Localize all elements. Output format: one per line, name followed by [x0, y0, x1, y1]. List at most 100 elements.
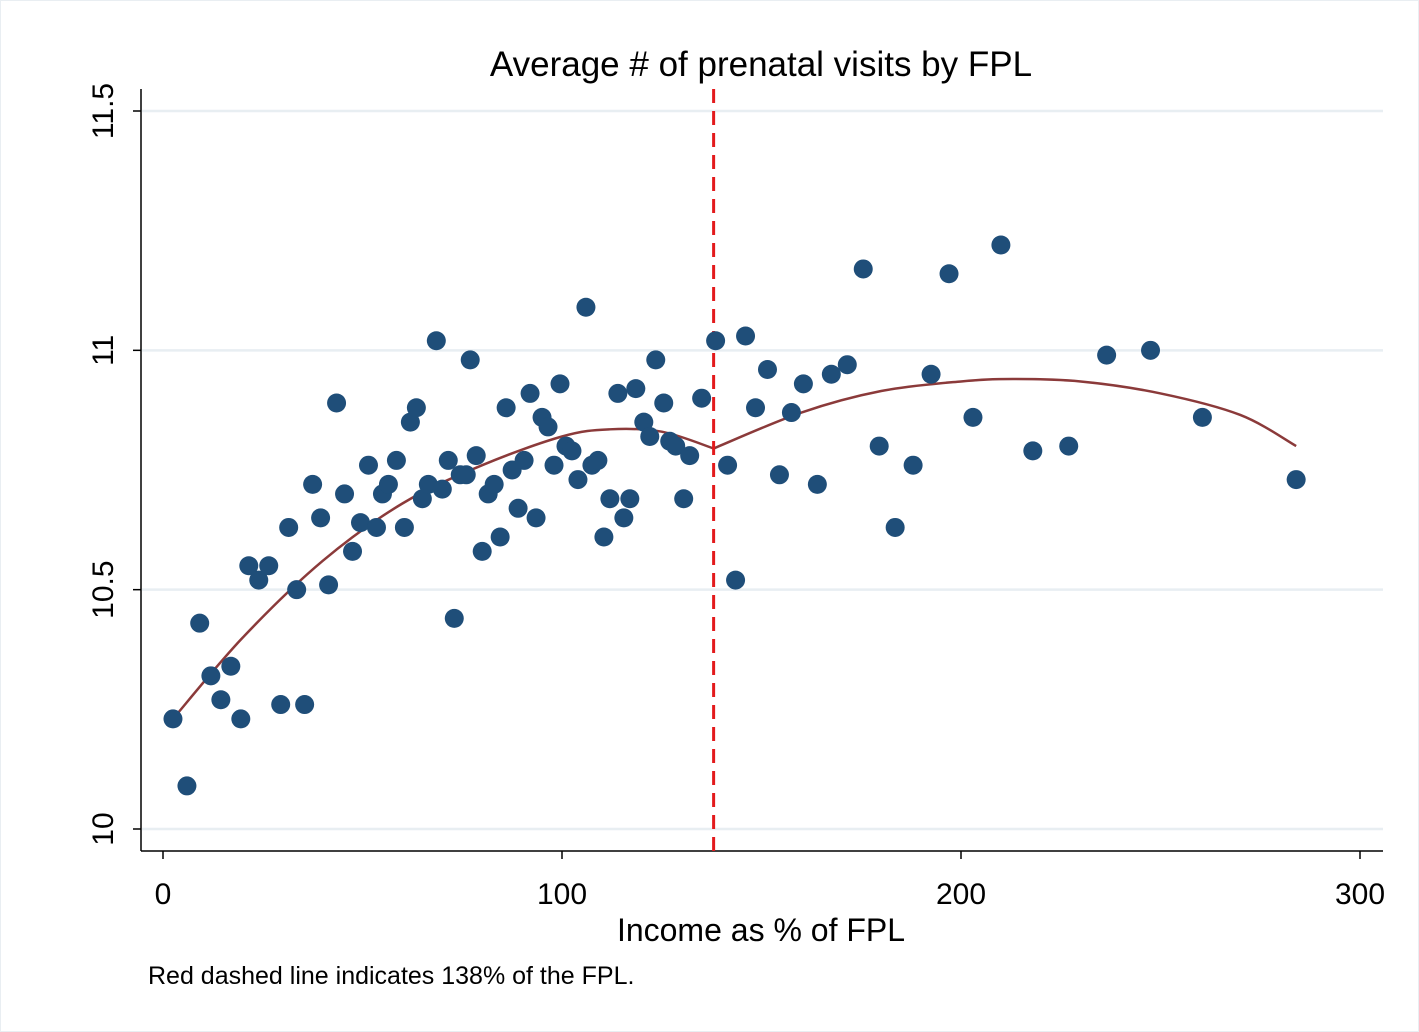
data-point — [538, 417, 558, 437]
axes — [140, 89, 1383, 852]
data-point — [1059, 436, 1079, 456]
data-point — [674, 489, 694, 509]
x-tick-label: 300 — [1335, 878, 1385, 911]
data-point — [400, 412, 420, 432]
x-tick-label: 200 — [936, 878, 986, 911]
data-points — [163, 235, 1306, 796]
data-point — [1286, 470, 1306, 490]
data-point — [211, 690, 231, 710]
data-point — [666, 436, 686, 456]
data-point — [939, 264, 959, 284]
data-point — [335, 484, 355, 504]
data-point — [514, 450, 534, 470]
data-point — [239, 556, 259, 576]
data-point — [271, 695, 291, 715]
data-point — [466, 446, 486, 466]
y-tick-label: 11.5 — [87, 83, 120, 139]
data-point — [460, 350, 480, 370]
data-point — [303, 474, 323, 494]
data-point — [319, 575, 339, 595]
data-point — [1141, 340, 1161, 360]
data-point — [588, 450, 608, 470]
data-point — [1097, 345, 1117, 365]
data-point — [640, 426, 660, 446]
data-point — [386, 450, 406, 470]
y-tick-label: 10.5 — [87, 560, 120, 618]
data-point — [343, 541, 363, 561]
x-tick-label: 0 — [155, 878, 172, 911]
data-point — [279, 517, 299, 537]
data-point — [869, 436, 889, 456]
x-tick-label: 100 — [537, 878, 587, 911]
data-point — [295, 695, 315, 715]
data-point — [793, 374, 813, 394]
data-point — [456, 465, 476, 485]
data-point — [562, 441, 582, 461]
data-point — [614, 508, 634, 528]
data-point — [991, 235, 1011, 255]
data-point — [496, 398, 516, 418]
data-point — [769, 465, 789, 485]
data-point — [351, 513, 371, 533]
data-point — [1023, 441, 1043, 461]
y-tick-label: 10 — [87, 812, 120, 845]
data-point — [432, 479, 452, 499]
data-point — [921, 364, 941, 384]
data-point — [484, 474, 504, 494]
fit-curve — [713, 377, 1297, 450]
data-point — [472, 541, 492, 561]
data-point — [837, 355, 857, 375]
data-point — [287, 580, 307, 600]
data-point — [746, 398, 766, 418]
data-point — [654, 393, 674, 413]
data-point — [327, 393, 347, 413]
chart-note: Red dashed line indicates 138% of the FP… — [148, 962, 634, 990]
data-point — [608, 383, 628, 403]
data-point — [366, 517, 386, 537]
data-point — [358, 455, 378, 475]
data-point — [634, 412, 654, 432]
data-point — [231, 709, 251, 729]
data-point — [394, 517, 414, 537]
data-point — [177, 776, 197, 796]
data-point — [646, 350, 666, 370]
data-point — [221, 656, 241, 676]
data-point — [963, 407, 983, 427]
data-point — [190, 613, 210, 633]
data-point — [903, 455, 923, 475]
chart-title: Average # of prenatal visits by FPL — [490, 45, 1032, 84]
data-point — [568, 470, 588, 490]
data-point — [544, 455, 564, 475]
data-point — [736, 326, 756, 346]
data-point — [885, 517, 905, 537]
data-point — [680, 446, 700, 466]
data-point — [311, 508, 331, 528]
data-point — [412, 489, 432, 509]
data-point — [692, 388, 712, 408]
data-point — [426, 331, 446, 351]
data-point — [249, 570, 269, 590]
data-point — [1192, 407, 1212, 427]
data-point — [626, 379, 646, 399]
data-point — [757, 359, 777, 379]
data-point — [406, 398, 426, 418]
data-point — [508, 498, 528, 518]
data-point — [576, 297, 596, 317]
data-point — [718, 455, 738, 475]
data-point — [490, 527, 510, 547]
data-point — [821, 364, 841, 384]
data-point — [378, 474, 398, 494]
data-point — [520, 383, 540, 403]
data-point — [781, 403, 801, 423]
data-point — [163, 709, 183, 729]
gridlines — [142, 109, 1383, 831]
data-point — [526, 508, 546, 528]
data-point — [550, 374, 570, 394]
data-point — [594, 527, 614, 547]
data-point — [444, 608, 464, 628]
data-point — [807, 474, 827, 494]
data-point — [853, 259, 873, 279]
fit-curves — [172, 377, 1297, 720]
